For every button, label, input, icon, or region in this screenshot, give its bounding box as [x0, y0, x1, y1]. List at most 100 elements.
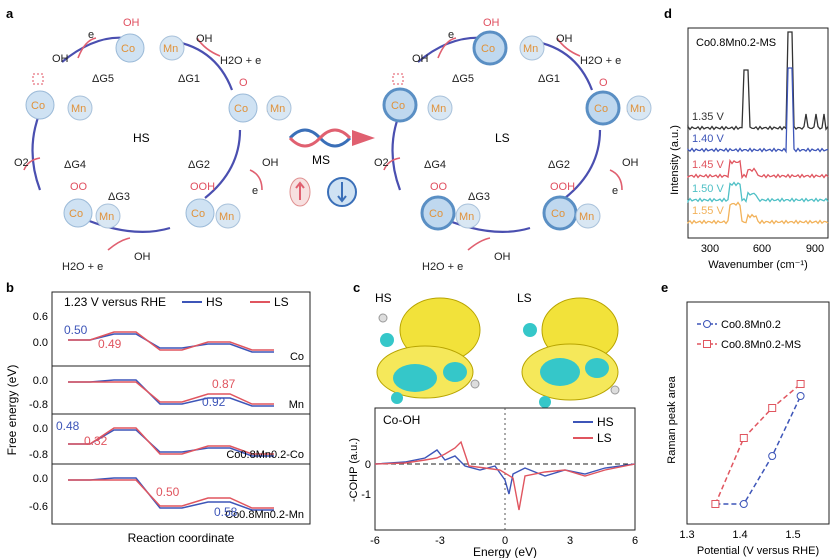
voltage-label: 1.35 V	[692, 111, 724, 123]
y-tick-label: 0.0	[33, 337, 48, 349]
y-axis-label: Raman peak area	[666, 375, 678, 463]
vacancy-marker	[32, 73, 44, 85]
oh-adsorbate: OH	[483, 17, 500, 29]
plot-frame	[687, 27, 829, 239]
oo-adsorbate: OO	[70, 181, 88, 193]
oh-minus-reagent: OH	[494, 251, 511, 263]
ls-profile	[68, 479, 274, 509]
potential-label: 1.23 V versus RHE	[64, 295, 166, 309]
ls-profile	[68, 427, 274, 455]
x-axis-label: Reaction coordinate	[128, 531, 235, 545]
ls-cohp-curve	[374, 440, 636, 511]
data-point	[796, 380, 805, 388]
data-point	[796, 392, 805, 400]
legend-series-2: Co0.8Mn0.2-MS	[721, 339, 801, 351]
mn-label: Mn	[219, 211, 234, 223]
x-tick-label: 1.4	[732, 529, 747, 541]
y-tick-label: 0.0	[33, 473, 48, 485]
panel-d-raman: d Co0.8Mn0.2-MS 1.35 V 1.40 V 1.45 V 1.50 V…	[664, 6, 829, 271]
mn-label: Mn	[630, 103, 645, 115]
o2-product: O2	[14, 157, 29, 169]
ooh-adsorbate: OOH	[190, 181, 215, 193]
ls-center-label: LS	[495, 131, 510, 145]
data-point	[711, 500, 720, 508]
raman-spectrum	[687, 67, 829, 154]
oh-minus-reagent: OH	[556, 33, 573, 45]
legend-hs-label: HS	[206, 295, 223, 309]
hs-barrier-label: 0.48	[56, 419, 80, 433]
step-dg1: ΔG1	[178, 73, 200, 85]
oh-minus-reagent: OH	[622, 157, 639, 169]
step-dg5: ΔG5	[452, 73, 474, 85]
raman-spectrum	[687, 181, 829, 204]
raman-spectra	[687, 31, 829, 225]
electron: e	[612, 185, 618, 197]
co-label: Co	[429, 208, 443, 220]
ms-label: MS	[312, 153, 330, 167]
legend-series-1: Co0.8Mn0.2	[721, 319, 781, 331]
ls-barrier-label: 0.50	[156, 485, 180, 499]
co-label: Co	[551, 208, 565, 220]
mn-label: Mn	[523, 43, 538, 55]
data-point	[739, 500, 748, 508]
panel-a-letter: a	[6, 6, 14, 21]
co-label: Co	[391, 100, 405, 112]
voltage-label: 1.50 V	[692, 183, 724, 195]
x-tick-label: 6	[632, 535, 638, 547]
oh-adsorbate: OH	[123, 17, 140, 29]
electron: e	[88, 29, 94, 41]
hs-structure-label: HS	[375, 291, 392, 305]
mn-label: Mn	[163, 43, 178, 55]
electron: e	[252, 185, 258, 197]
hs-co-atoms	[25, 33, 258, 228]
o-adsorbate: O	[599, 77, 608, 89]
data-point	[739, 434, 748, 442]
mn-label: Mn	[99, 211, 114, 223]
ls-barrier-label: 0.49	[98, 337, 122, 351]
y-tick-label: -0.8	[29, 449, 48, 461]
hs-profile	[68, 429, 274, 457]
subplot-name: Mn	[289, 399, 304, 411]
y-tick-label: 0.0	[33, 423, 48, 435]
y-axis-label: Intensity (a.u.)	[669, 125, 681, 195]
x-axis-label: Energy (eV)	[473, 545, 537, 558]
co-label: Co	[594, 103, 608, 115]
hs-mn-atoms	[67, 35, 241, 229]
panel-d-letter: d	[664, 6, 672, 21]
x-tick-label: 1.5	[785, 529, 800, 541]
vacancy-marker	[392, 73, 404, 85]
plot-frame	[51, 291, 311, 525]
panel-a-cycle-diagram: a	[6, 6, 652, 273]
sample-title: Co0.8Mn0.2-MS	[696, 37, 776, 49]
voltage-label: 1.55 V	[692, 205, 724, 217]
ls-barrier-label: 0.32	[84, 434, 108, 448]
data-point	[768, 404, 777, 412]
panel-c-letter: c	[353, 280, 360, 295]
step-dg3: ΔG3	[108, 191, 130, 203]
step-dg2: ΔG2	[188, 159, 210, 171]
mn-label: Mn	[579, 211, 594, 223]
co-label: Co	[481, 43, 495, 55]
h2o-product: H2O + e	[62, 261, 103, 273]
co-label: Co	[31, 100, 45, 112]
x-tick-label: 600	[753, 243, 771, 255]
data-point	[768, 452, 777, 460]
step-dg4: ΔG4	[64, 159, 86, 171]
step-dg1: ΔG1	[538, 73, 560, 85]
mn-label: Mn	[71, 103, 86, 115]
oo-adsorbate: OO	[430, 181, 448, 193]
y-tick-label: 0.6	[33, 311, 48, 323]
y-tick-label: -1	[361, 489, 371, 501]
hs-charge-density	[376, 297, 481, 404]
x-tick-label: 300	[701, 243, 719, 255]
hs-barrier-label: 0.92	[202, 395, 226, 409]
oh-minus-reagent: OH	[196, 33, 213, 45]
legend-ls-label: LS	[597, 431, 612, 445]
ls-charge-density	[521, 297, 620, 408]
raman-spectrum	[687, 31, 829, 131]
x-axis-label: Wavenumber (cm⁻¹)	[708, 259, 808, 271]
hs-center-label: HS	[133, 131, 150, 145]
h2o-product: H2O + e	[580, 55, 621, 67]
x-tick-label: 1.3	[679, 529, 694, 541]
y-tick-label: 0	[365, 459, 371, 471]
